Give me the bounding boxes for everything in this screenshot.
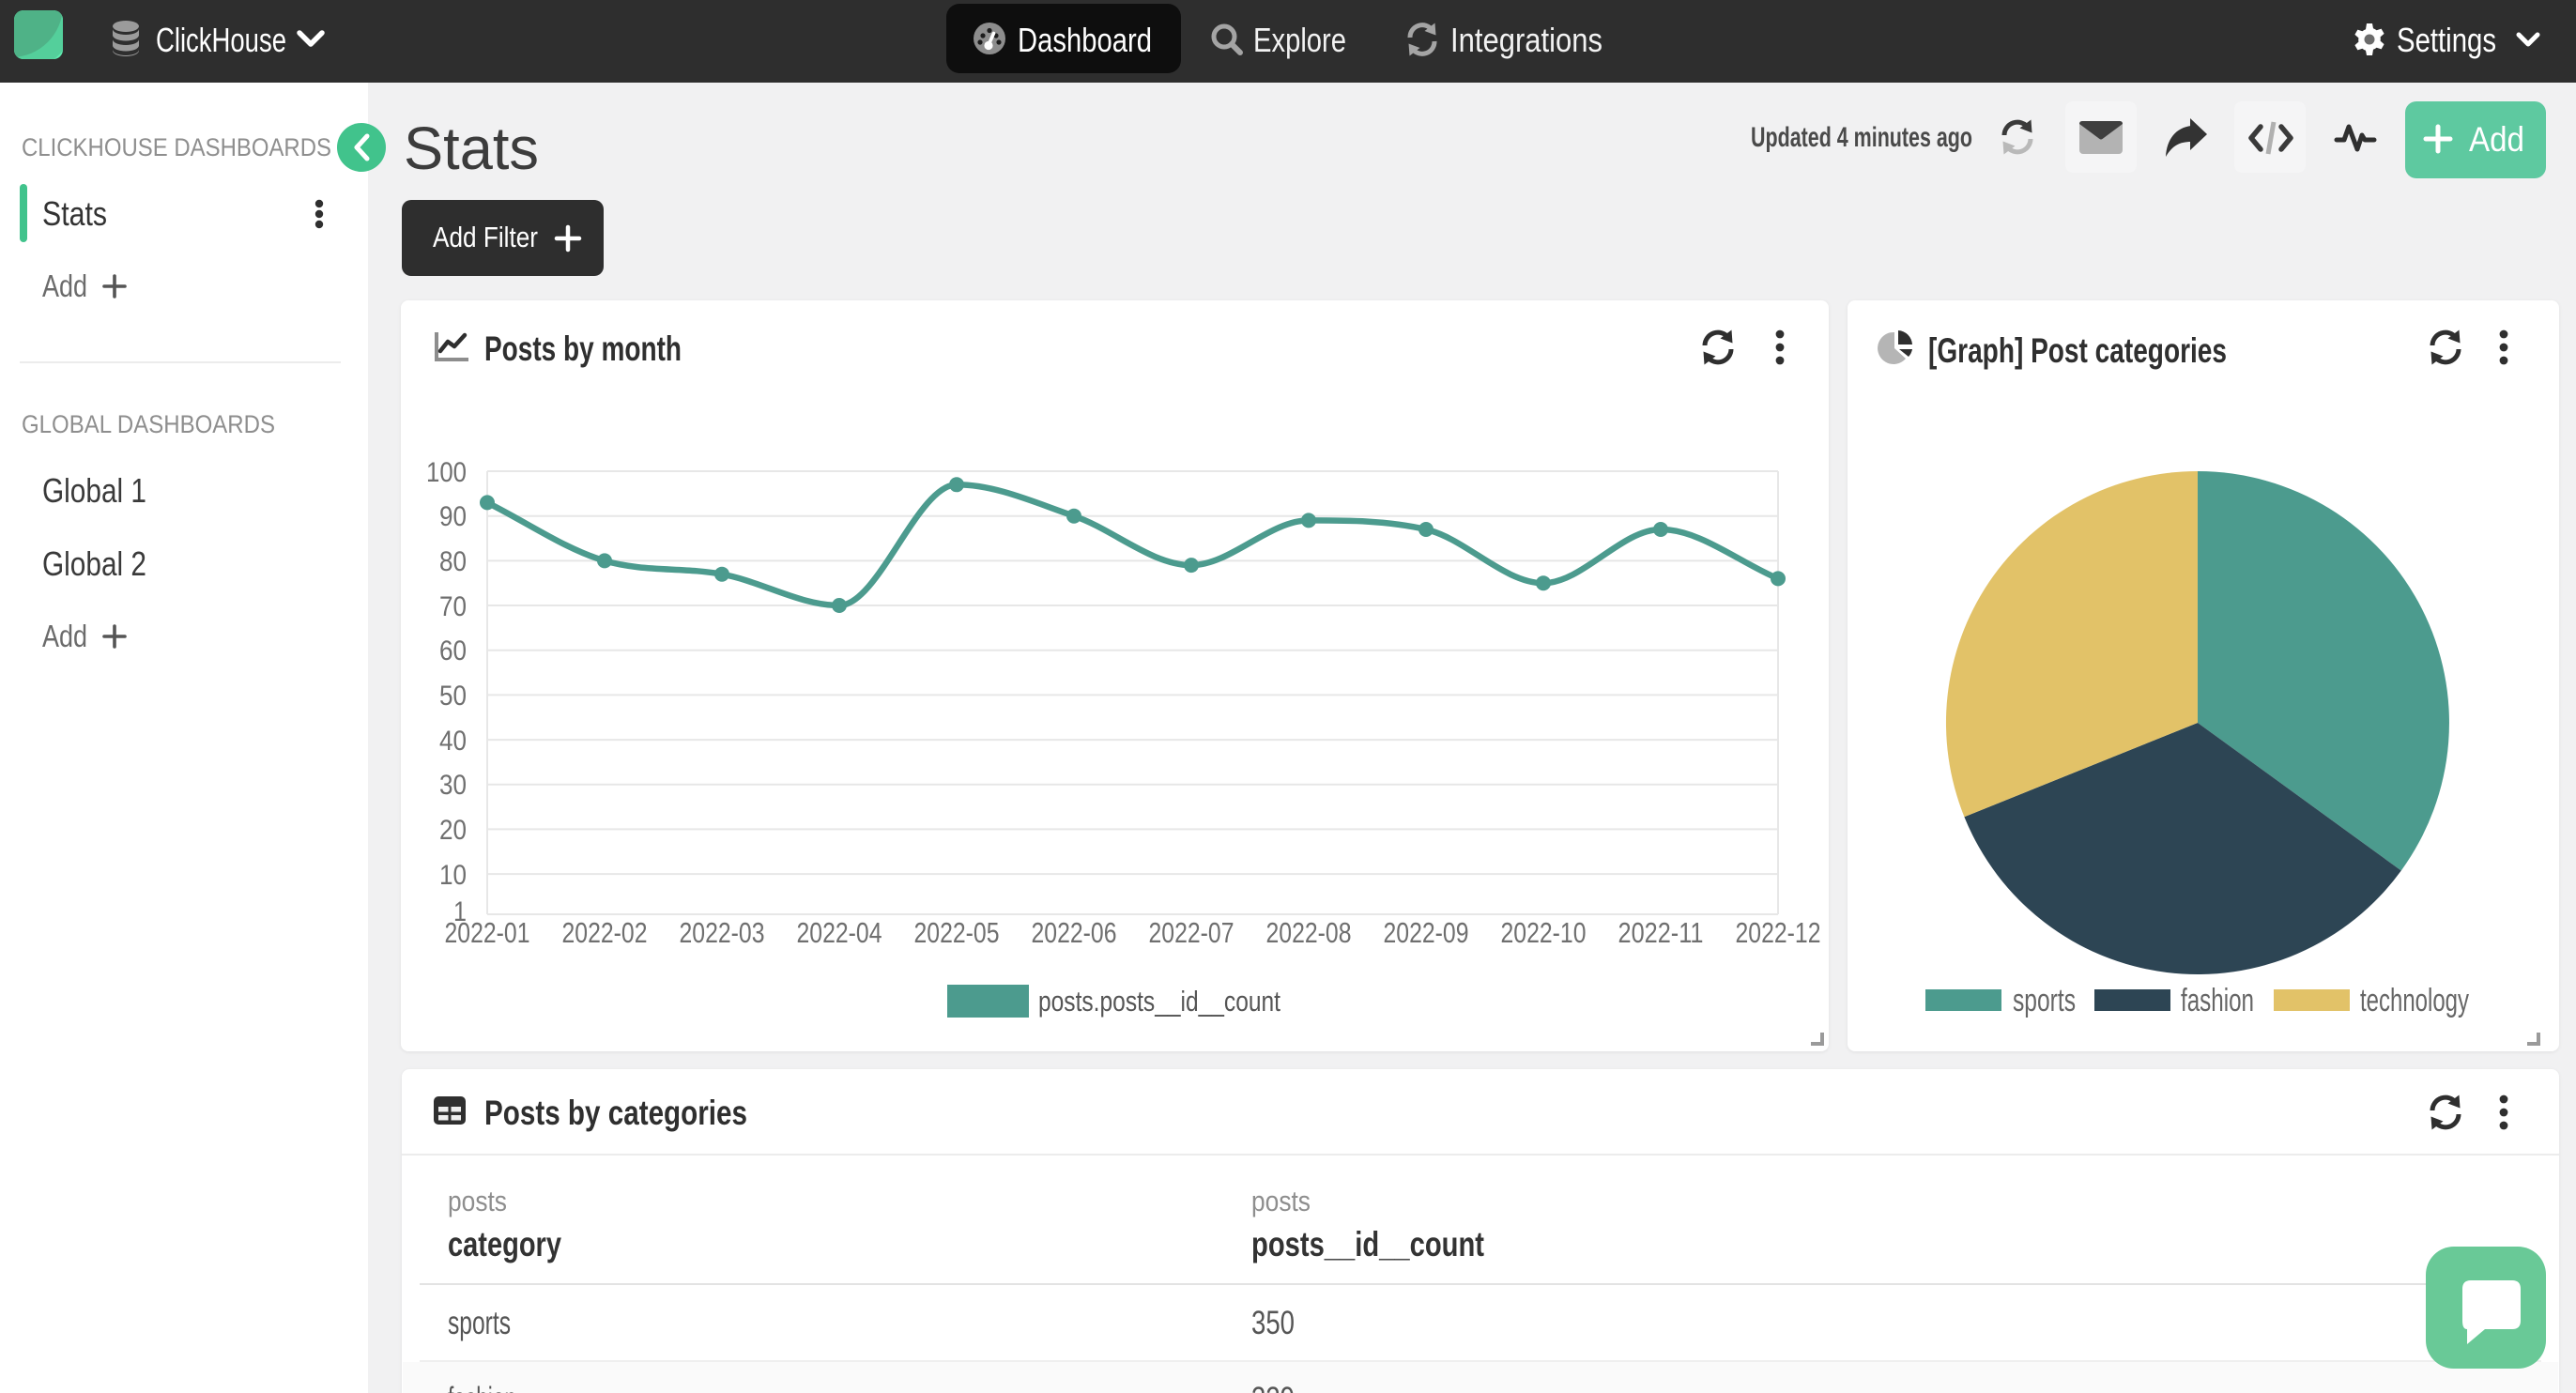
svg-text:339: 339 [1251,1381,1295,1393]
svg-text:2022-09: 2022-09 [1384,916,1469,949]
svg-text:Integrations: Integrations [1450,21,1602,59]
svg-text:posts__id__count: posts__id__count [1251,1225,1484,1263]
svg-text:Settings: Settings [2397,21,2496,59]
svg-text:30: 30 [439,770,467,801]
svg-text:Explore: Explore [1253,21,1346,59]
svg-text:Dashboard: Dashboard [1018,21,1152,59]
svg-text:posts: posts [1251,1185,1311,1217]
svg-text:2022-06: 2022-06 [1032,916,1117,949]
svg-text:2022-05: 2022-05 [914,916,1000,949]
svg-text:2022-07: 2022-07 [1149,916,1234,949]
svg-text:GLOBAL DASHBOARDS: GLOBAL DASHBOARDS [22,410,275,438]
svg-text:[Graph] Post categories: [Graph] Post categories [1928,331,2227,370]
svg-text:CLICKHOUSE DASHBOARDS: CLICKHOUSE DASHBOARDS [22,133,331,161]
svg-text:40: 40 [439,726,467,757]
svg-text:fashion: fashion [448,1381,516,1393]
svg-text:Global 1: Global 1 [42,471,146,510]
svg-text:100: 100 [426,457,467,488]
svg-text:Global 2: Global 2 [42,544,146,583]
svg-text:fashion: fashion [2181,983,2254,1018]
svg-text:category: category [448,1225,561,1263]
svg-text:Stats: Stats [42,194,107,233]
svg-text:Add: Add [2469,120,2524,159]
svg-text:Add Filter: Add Filter [433,221,538,253]
svg-text:sports: sports [448,1305,511,1341]
svg-text:20: 20 [439,815,467,846]
svg-text:2022-01: 2022-01 [445,916,530,949]
svg-text:ClickHouse: ClickHouse [156,21,286,59]
svg-text:Add: Add [42,619,87,653]
svg-text:Posts by categories: Posts by categories [484,1094,747,1132]
svg-text:80: 80 [439,546,467,577]
svg-text:2022-03: 2022-03 [680,916,765,949]
svg-text:technology: technology [2360,983,2469,1018]
svg-text:2022-02: 2022-02 [562,916,648,949]
svg-text:1: 1 [453,896,467,927]
svg-text:2022-10: 2022-10 [1501,916,1587,949]
svg-text:2022-08: 2022-08 [1266,916,1352,949]
svg-text:50: 50 [439,681,467,712]
svg-text:posts: posts [448,1185,507,1217]
svg-text:70: 70 [439,591,467,622]
svg-text:posts.posts__id__count: posts.posts__id__count [1038,985,1280,1018]
svg-text:Stats: Stats [404,115,539,182]
svg-text:Posts by month: Posts by month [484,329,682,368]
svg-text:2022-04: 2022-04 [797,916,882,949]
svg-text:sports: sports [2013,983,2076,1018]
svg-text:60: 60 [439,635,467,666]
svg-text:Updated 4 minutes ago: Updated 4 minutes ago [1751,122,1972,153]
svg-text:10: 10 [439,860,467,891]
svg-text:2022-11: 2022-11 [1618,916,1704,949]
svg-text:2022-12: 2022-12 [1736,916,1821,949]
svg-text:350: 350 [1251,1305,1295,1341]
svg-text:90: 90 [439,501,467,532]
svg-text:Add: Add [42,268,87,303]
